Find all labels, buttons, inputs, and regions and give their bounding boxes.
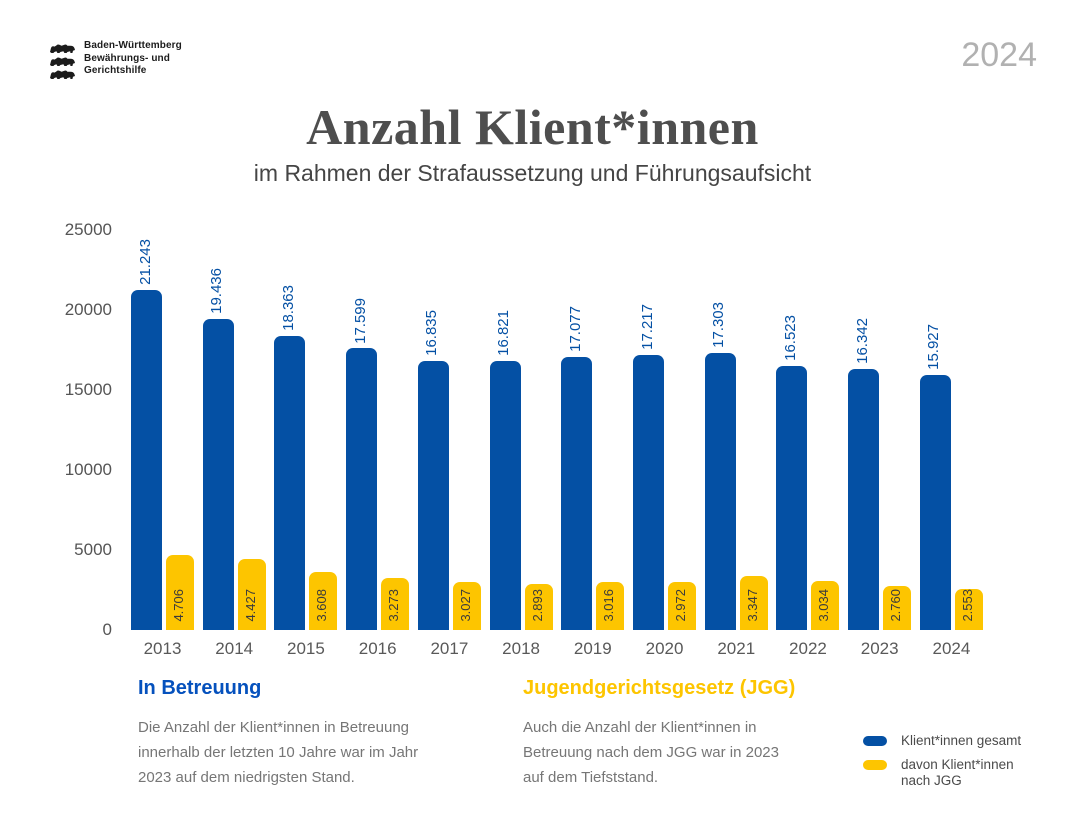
bar-value-jgg-2020: 2.972: [673, 589, 689, 622]
bar-gesamt-2016: [346, 348, 378, 630]
bar-value-jgg-2021: 3.347: [744, 589, 760, 622]
bar-value-jgg-2015: 3.608: [314, 589, 330, 622]
bar-value-gesamt-2018: 16.821: [495, 309, 513, 356]
bar-value-gesamt-2020: 17.217: [638, 303, 656, 350]
bar-value-gesamt-2015: 18.363: [279, 285, 297, 332]
bar-value-gesamt-2014: 19.436: [208, 268, 226, 315]
bar-gesamt-2018: [489, 360, 521, 630]
x-axis-label-2021: 2021: [717, 639, 756, 658]
y-axis-tick-label: 10000: [64, 460, 112, 479]
bar-gesamt-2024: [919, 375, 951, 630]
section-heading-jgg: Jugendgerichtsgesetz (JGG): [523, 677, 796, 699]
y-axis-tick-label: 15000: [64, 380, 112, 399]
bar-jgg-2014: [237, 559, 266, 630]
bar-jgg-2016: [381, 577, 410, 630]
logo-line-3: Gerichtshilfe: [84, 65, 147, 76]
bar-jgg-2018: [524, 583, 553, 630]
legend-swatch-blue-icon: [863, 736, 887, 746]
y-axis-tick-label: 5000: [74, 540, 112, 559]
bar-value-gesamt-2021: 17.303: [710, 302, 728, 349]
bar-value-jgg-2013: 4.706: [171, 589, 186, 622]
section-heading-betreuung: In Betreuung: [138, 677, 262, 699]
section-body-betreuung: Die Anzahl der Klient*innen in Betreuung…: [138, 719, 419, 786]
chart-legend: Klient*innen gesamt davon Klient*innen n…: [863, 733, 1021, 789]
x-axis-label-2023: 2023: [860, 639, 899, 658]
bar-value-gesamt-2019: 17.077: [566, 305, 584, 352]
bar-gesamt-2017: [417, 360, 449, 630]
page-subtitle: im Rahmen der Strafaussetzung und Führun…: [253, 160, 812, 186]
y-axis-tick-label: 20000: [64, 300, 112, 319]
legend-label-gesamt: Klient*innen gesamt: [901, 733, 1022, 748]
bar-value-gesamt-2023: 16.342: [853, 317, 871, 364]
x-axis-label-2016: 2016: [358, 639, 397, 658]
bar-value-gesamt-2024: 15.927: [925, 324, 943, 371]
three-lions-icon: [50, 44, 75, 79]
page-title: Anzahl Klient*innen: [306, 99, 759, 155]
bar-jgg-2020: [668, 582, 697, 630]
bar-value-jgg-2018: 2.893: [529, 589, 545, 622]
x-axis-label-2020: 2020: [645, 639, 684, 658]
x-axis-label-2022: 2022: [789, 639, 827, 658]
x-axis-label-2017: 2017: [430, 639, 469, 658]
bar-jgg-2019: [596, 581, 625, 630]
bar-gesamt-2022: [776, 365, 808, 630]
section-body-jgg: Auch die Anzahl der Klient*innen in Betr…: [523, 719, 779, 786]
x-axis-label-2019: 2019: [573, 639, 612, 658]
bar-value-jgg-2016: 3.273: [386, 589, 402, 622]
bar-gesamt-2014: [202, 319, 234, 630]
bar-value-jgg-2023: 2.760: [888, 589, 904, 622]
bar-value-gesamt-2016: 17.599: [351, 297, 369, 344]
report-year-badge: 2024: [961, 36, 1037, 74]
bar-value-jgg-2019: 3.016: [601, 589, 617, 622]
bar-value-gesamt-2017: 16.835: [423, 309, 441, 356]
section-in-betreuung: In Betreuung Die Anzahl der Klient*innen…: [138, 676, 468, 790]
bar-value-jgg-2024: 2.553: [959, 589, 975, 622]
bar-gesamt-2013: [131, 290, 162, 630]
legend-item-gesamt: Klient*innen gesamt: [863, 733, 1021, 749]
x-axis-label-2015: 2015: [287, 639, 325, 658]
bar-value-jgg-2017: 3.027: [457, 589, 473, 622]
bar-jgg-2021: [739, 576, 768, 630]
x-axis-label-2013: 2013: [143, 639, 182, 658]
bar-value-gesamt-2022: 16.523: [781, 314, 799, 361]
x-axis-label-2014: 2014: [215, 639, 254, 658]
bar-gesamt-2020: [633, 354, 665, 630]
bar-gesamt-2019: [561, 356, 593, 630]
bar-value-gesamt-2013: 21.243: [136, 239, 154, 286]
y-axis-tick-label: 0: [102, 620, 112, 639]
bar-jgg-2023: [883, 585, 912, 630]
bw-logo: Baden-Württemberg Bewährungs- und Gerich…: [48, 40, 182, 81]
bar-jgg-2013: [166, 554, 194, 630]
section-jgg: Jugendgerichtsgesetz (JGG) Auch die Anza…: [523, 676, 823, 790]
legend-item-jgg: davon Klient*innen nach JGG: [863, 757, 1021, 789]
legend-label-jgg: davon Klient*innen nach JGG: [901, 757, 1014, 788]
legend-swatch-yellow-icon: [863, 760, 887, 770]
bar-gesamt-2015: [274, 336, 306, 630]
bar-jgg-2015: [309, 572, 338, 630]
bar-value-jgg-2022: 3.034: [816, 589, 832, 622]
x-axis-label-2024: 2024: [932, 639, 971, 658]
bar-jgg-2024: [954, 589, 983, 630]
logo-line-2: Bewährungs- und: [84, 52, 170, 64]
x-axis-label-2018: 2018: [502, 639, 540, 658]
logo-text: Baden-Württemberg Bewährungs- und Gerich…: [84, 40, 182, 78]
bar-jgg-2022: [811, 581, 840, 630]
logo-line-1: Baden-Württemberg: [84, 40, 182, 51]
bar-gesamt-2021: [704, 353, 736, 630]
y-axis-tick-label: 25000: [64, 220, 112, 239]
bar-gesamt-2023: [848, 368, 880, 630]
bar-value-jgg-2014: 4.427: [242, 589, 258, 622]
bar-jgg-2017: [452, 581, 481, 630]
